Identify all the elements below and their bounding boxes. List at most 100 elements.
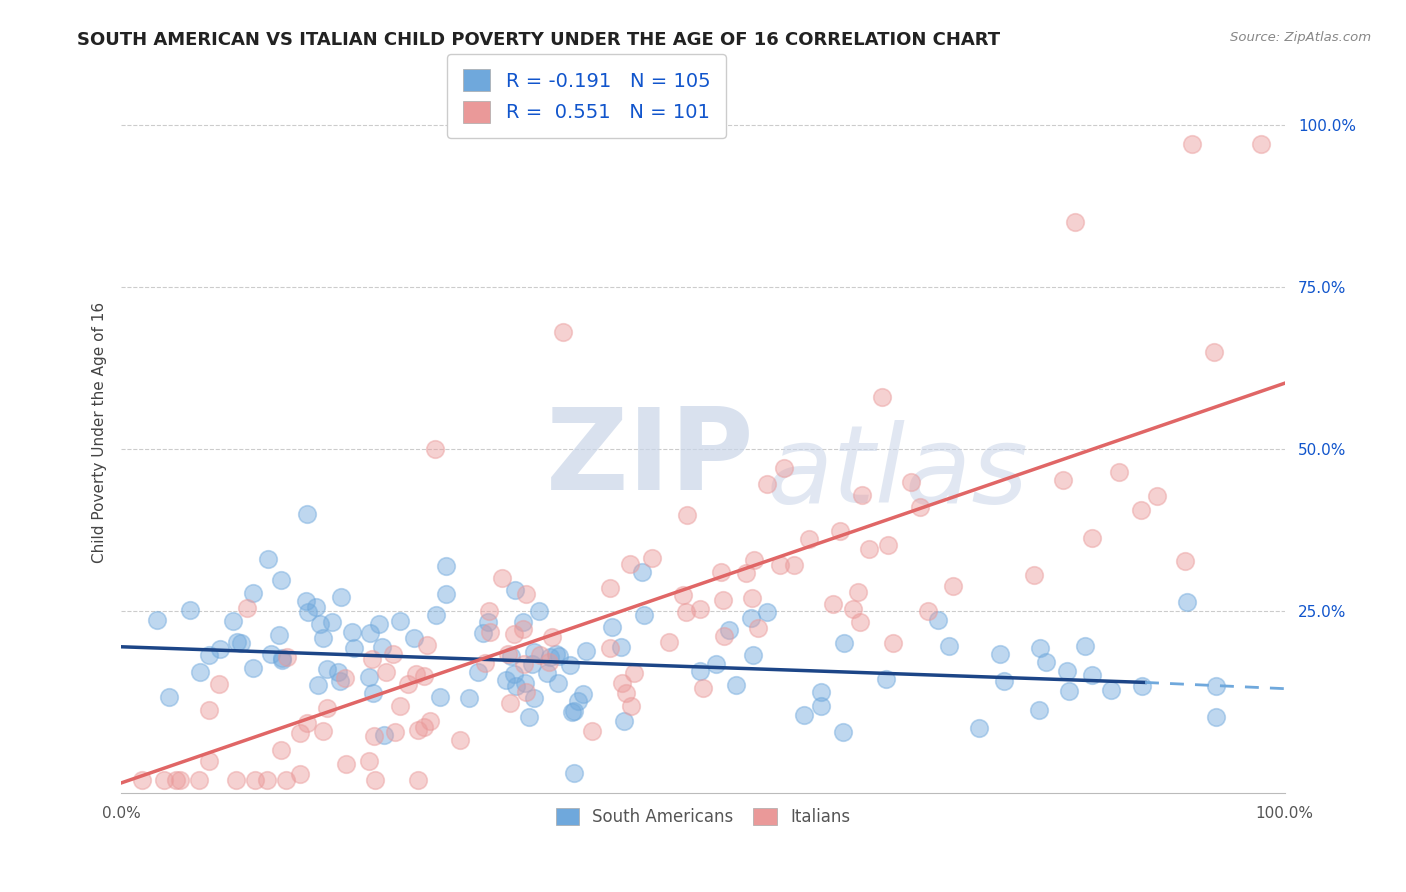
Point [619,557,641,571]
Point [425,442,447,456]
Point [823,597,845,611]
Point [229,636,252,650]
Point [187,772,209,787]
Point [131,772,153,787]
Point [1250,137,1272,152]
Point [547,649,569,664]
Point [1081,668,1104,682]
Point [599,641,621,656]
Point [1064,215,1087,229]
Point [270,573,292,587]
Point [600,620,623,634]
Point [308,617,330,632]
Point [1099,682,1122,697]
Point [609,640,631,655]
Point [276,772,298,787]
Point [1029,641,1052,656]
Point [1180,137,1202,152]
Point [993,673,1015,688]
Point [553,326,575,340]
Point [165,772,187,787]
Point [1129,502,1152,516]
Point [406,772,429,787]
Point [515,685,537,699]
Point [406,723,429,738]
Point [734,566,756,581]
Point [373,728,395,742]
Point [1074,639,1097,653]
Point [208,642,231,657]
Point [505,679,527,693]
Point [793,707,815,722]
Point [848,615,870,629]
Point [870,390,893,404]
Point [458,691,481,706]
Point [297,507,319,521]
Point [145,613,167,627]
Point [294,593,316,607]
Point [567,694,589,708]
Point [900,475,922,489]
Point [513,657,536,671]
Point [374,665,396,679]
Point [288,766,311,780]
Point [502,666,524,681]
Point [402,632,425,646]
Point [564,766,586,780]
Point [810,698,832,713]
Point [547,676,569,690]
Point [413,669,436,683]
Point [572,687,595,701]
Point [495,673,517,687]
Point [328,665,350,679]
Point [225,772,247,787]
Point [773,461,796,475]
Point [672,588,695,602]
Text: ZIP: ZIP [546,402,755,514]
Point [198,755,221,769]
Point [316,662,339,676]
Point [340,624,363,639]
Point [188,665,211,680]
Point [242,586,264,600]
Point [235,601,257,615]
Point [478,604,501,618]
Point [846,584,869,599]
Point [256,551,278,566]
Point [520,657,543,672]
Point [312,632,335,646]
Point [558,657,581,672]
Point [179,603,201,617]
Point [574,643,596,657]
Point [747,622,769,636]
Point [614,686,637,700]
Point [501,649,523,664]
Point [260,647,283,661]
Point [157,690,180,705]
Point [633,607,655,622]
Point [496,647,519,661]
Point [197,703,219,717]
Point [381,648,404,662]
Point [364,772,387,787]
Point [434,559,457,574]
Point [927,613,949,627]
Point [297,605,319,619]
Point [740,610,762,624]
Point [620,698,643,713]
Point [877,537,900,551]
Point [529,648,551,662]
Point [243,772,266,787]
Point [359,626,381,640]
Point [830,524,852,538]
Point [717,623,740,637]
Point [208,677,231,691]
Point [312,724,335,739]
Point [307,677,329,691]
Point [305,599,328,614]
Text: atlas: atlas [766,420,1029,524]
Point [988,647,1011,661]
Point [713,629,735,643]
Point [832,724,855,739]
Point [657,635,679,649]
